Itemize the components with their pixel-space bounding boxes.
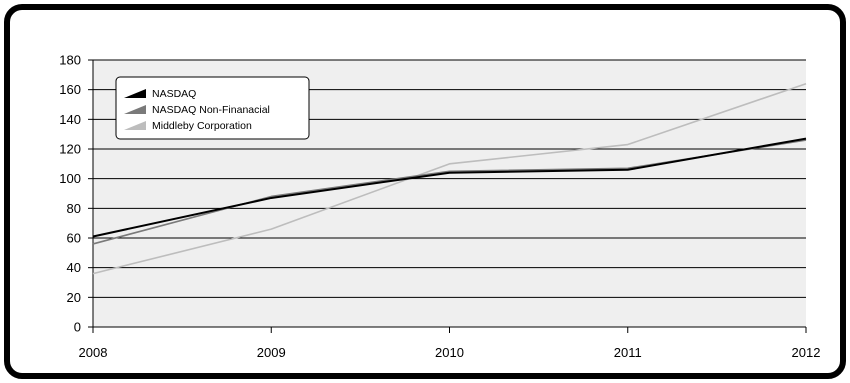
legend-label: NASDAQ (152, 88, 196, 100)
legend-swatch (124, 121, 146, 130)
x-tick-label: 2011 (614, 345, 642, 360)
y-tick-label: 160 (59, 82, 81, 97)
y-tick-label: 80 (67, 201, 81, 216)
y-tick-label: 0 (74, 320, 81, 335)
y-tick-label: 40 (67, 260, 81, 275)
axes (88, 59, 807, 333)
y-tick-label: 180 (59, 53, 81, 68)
y-tick-label: 140 (59, 112, 81, 127)
legend: NASDAQ NASDAQ Non-Finanacial Middleby Corp… (115, 76, 310, 140)
y-tick-label: 100 (59, 171, 81, 186)
y-tick-label: 20 (67, 290, 81, 305)
x-tick-label: 2009 (257, 345, 286, 360)
legend-label: NASDAQ Non-Finanacial (152, 104, 270, 116)
series-lines (92, 82, 807, 275)
x-tick-label: 2008 (79, 345, 108, 360)
legend-swatch (124, 89, 146, 98)
y-tick-label: 120 (59, 142, 81, 157)
y-tick-label: 60 (67, 231, 81, 246)
series-line-middleby-corporation (92, 82, 807, 275)
series-line-nasdaq (92, 137, 807, 238)
legend-box (115, 76, 310, 140)
legend-label: Middleby Corporation (152, 120, 252, 132)
x-tick-label: 2012 (792, 345, 821, 360)
x-tick-label: 2010 (435, 345, 464, 360)
y-tick-labels: 0 20 40 60 80 100 120 140 160 180 (59, 53, 81, 335)
x-tick-labels: 2008 2009 2010 2011 2012 (79, 345, 821, 360)
legend-swatch (124, 105, 146, 114)
